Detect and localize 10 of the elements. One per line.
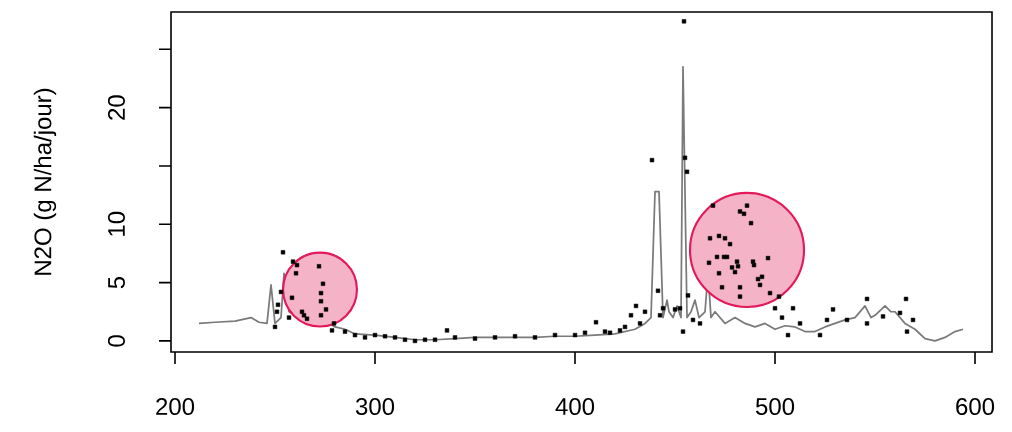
y-tick-label: 10 bbox=[107, 211, 125, 236]
y-tick-label: 20 bbox=[107, 95, 125, 120]
x-tick-label: 200 bbox=[156, 398, 195, 416]
x-tick-label: 600 bbox=[956, 398, 995, 416]
y-axis-title: N2O (g N/ha/jour) bbox=[33, 88, 57, 275]
y-tick-label: 0 bbox=[107, 335, 125, 347]
x-tick-label: 400 bbox=[555, 398, 595, 416]
x-tick-label: 500 bbox=[755, 398, 795, 416]
x-tick-label: 300 bbox=[355, 398, 395, 416]
y-tick-label: 5 bbox=[108, 276, 125, 289]
